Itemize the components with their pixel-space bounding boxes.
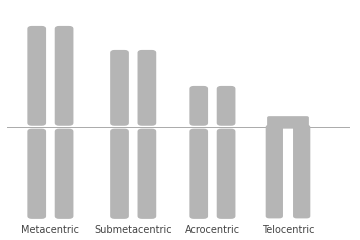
FancyBboxPatch shape: [138, 129, 156, 219]
Text: Submetacentric: Submetacentric: [94, 225, 172, 235]
Text: Metacentric: Metacentric: [21, 225, 80, 235]
FancyBboxPatch shape: [27, 26, 46, 126]
FancyBboxPatch shape: [293, 125, 310, 218]
FancyBboxPatch shape: [267, 116, 309, 129]
FancyBboxPatch shape: [266, 125, 283, 218]
FancyBboxPatch shape: [189, 86, 208, 126]
FancyBboxPatch shape: [110, 129, 129, 219]
Text: Telocentric: Telocentric: [262, 225, 314, 235]
FancyBboxPatch shape: [138, 50, 156, 126]
FancyBboxPatch shape: [217, 129, 235, 219]
Text: Acrocentric: Acrocentric: [185, 225, 240, 235]
FancyBboxPatch shape: [27, 129, 46, 219]
FancyBboxPatch shape: [110, 50, 129, 126]
FancyBboxPatch shape: [189, 129, 208, 219]
FancyBboxPatch shape: [217, 86, 235, 126]
FancyBboxPatch shape: [55, 26, 73, 126]
FancyBboxPatch shape: [55, 129, 73, 219]
